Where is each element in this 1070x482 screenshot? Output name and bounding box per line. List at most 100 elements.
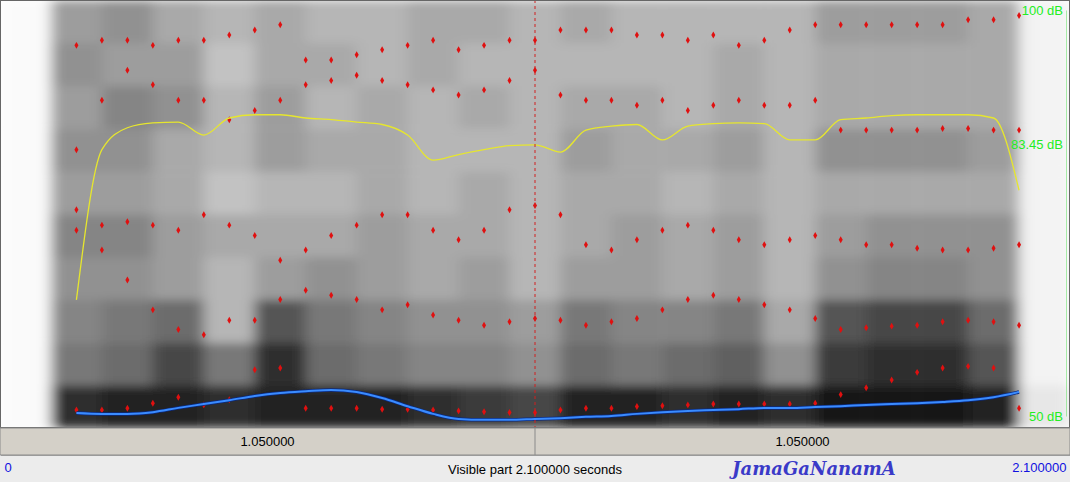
spectrogram-cell <box>815 43 866 86</box>
spectrogram-cell <box>917 300 968 343</box>
spectrogram-cell <box>357 385 408 428</box>
formant-point <box>176 326 180 333</box>
formant-point <box>74 146 78 153</box>
spectrogram-cell <box>51 300 102 343</box>
formant-point <box>100 37 104 44</box>
spectrogram-cell <box>764 0 815 43</box>
formant-point <box>915 21 919 28</box>
formant-point <box>457 236 461 243</box>
formant-point <box>890 323 894 330</box>
formant-point <box>839 391 843 398</box>
spectrogram-cell <box>357 128 408 171</box>
formant-point <box>941 21 945 28</box>
formant-point <box>992 365 996 372</box>
formant-point <box>508 409 512 416</box>
formant-point <box>686 37 690 44</box>
formant-point <box>609 405 613 412</box>
formant-point <box>711 32 715 39</box>
formant-point <box>406 42 410 49</box>
spectrogram-cell <box>204 128 255 171</box>
formant-track <box>74 363 1021 416</box>
formant-point <box>966 317 970 324</box>
spectrogram-cell <box>357 171 408 214</box>
spectrogram-cell <box>764 257 815 300</box>
formant-point <box>941 365 945 372</box>
x-tick: 0 <box>1 455 12 475</box>
spectrogram-cell <box>306 128 357 171</box>
spectrogram-cell <box>408 342 459 385</box>
spectrogram-cell <box>815 0 866 43</box>
formant-point <box>151 400 155 407</box>
spectrogram-cell <box>560 86 611 129</box>
formant-point <box>406 301 410 308</box>
formant-point <box>380 306 384 313</box>
spectrogram-cell <box>102 342 153 385</box>
formant-point <box>890 241 894 248</box>
spectrogram-cell <box>764 300 815 343</box>
spectrogram-cell <box>815 257 866 300</box>
spectrogram-cell <box>102 214 153 257</box>
formant-point <box>966 246 970 253</box>
spectrogram-cell <box>204 214 255 257</box>
formant-point <box>355 296 359 303</box>
spectrogram-cell <box>255 342 306 385</box>
formant-point <box>992 318 996 325</box>
formant-point <box>737 296 741 303</box>
spectrogram-cell <box>917 0 968 43</box>
formant-point <box>584 322 588 329</box>
formant-point <box>915 127 919 134</box>
formant-point <box>125 37 129 44</box>
formant-point <box>762 102 766 109</box>
formant-point <box>711 102 715 109</box>
formant-point <box>329 292 333 299</box>
segment-duration: 1.050000 <box>775 434 829 449</box>
formant-point <box>1017 405 1021 412</box>
spectrogram-cell <box>1019 257 1070 300</box>
spectrogram-cell <box>306 214 357 257</box>
spectrogram-cell <box>408 385 459 428</box>
formant-point <box>74 227 78 234</box>
formant-point <box>558 211 562 218</box>
formant-point <box>253 366 257 373</box>
spectrogram-cell <box>0 0 51 43</box>
spectrogram-cell <box>102 43 153 86</box>
formant-point <box>100 97 104 104</box>
spectrogram-cell <box>611 171 662 214</box>
spectrogram-cell <box>204 86 255 129</box>
spectrogram-cell <box>153 0 204 43</box>
formant-point <box>1017 322 1021 329</box>
spectrogram-cell <box>764 214 815 257</box>
formant-point <box>278 296 282 303</box>
formant-point <box>686 401 690 408</box>
spectrogram-cell <box>815 214 866 257</box>
spectrogram-cell <box>917 214 968 257</box>
spectrogram-cell <box>662 214 713 257</box>
spectrogram-cell <box>306 171 357 214</box>
formant-point <box>457 317 461 324</box>
spectrogram-cell <box>560 257 611 300</box>
formant-point <box>890 127 894 134</box>
spectrogram-cell <box>408 214 459 257</box>
spectrogram-cell <box>764 128 815 171</box>
spectrogram-cell <box>611 214 662 257</box>
spectrogram-cell <box>102 171 153 214</box>
spectrogram-cell <box>408 128 459 171</box>
formant-point <box>1017 127 1021 134</box>
formant-point <box>609 318 613 325</box>
spectrogram-cell <box>968 43 1019 86</box>
formant-point <box>278 21 282 28</box>
y2-tick: 50 dB <box>1029 409 1066 424</box>
formant-point <box>966 16 970 23</box>
spectrogram-cell <box>866 43 917 86</box>
spectrogram-cell <box>968 385 1019 428</box>
spectrogram-cell <box>357 257 408 300</box>
formant-point <box>380 46 384 53</box>
formant-point <box>125 405 129 412</box>
spectrogram-cell <box>255 257 306 300</box>
spectrogram-cell <box>0 43 51 86</box>
spectrogram-cell <box>0 342 51 385</box>
spectrogram-cell <box>1019 43 1070 86</box>
formant-point <box>100 222 104 229</box>
spectrogram-cell <box>866 342 917 385</box>
spectrogram-cell <box>1019 342 1070 385</box>
